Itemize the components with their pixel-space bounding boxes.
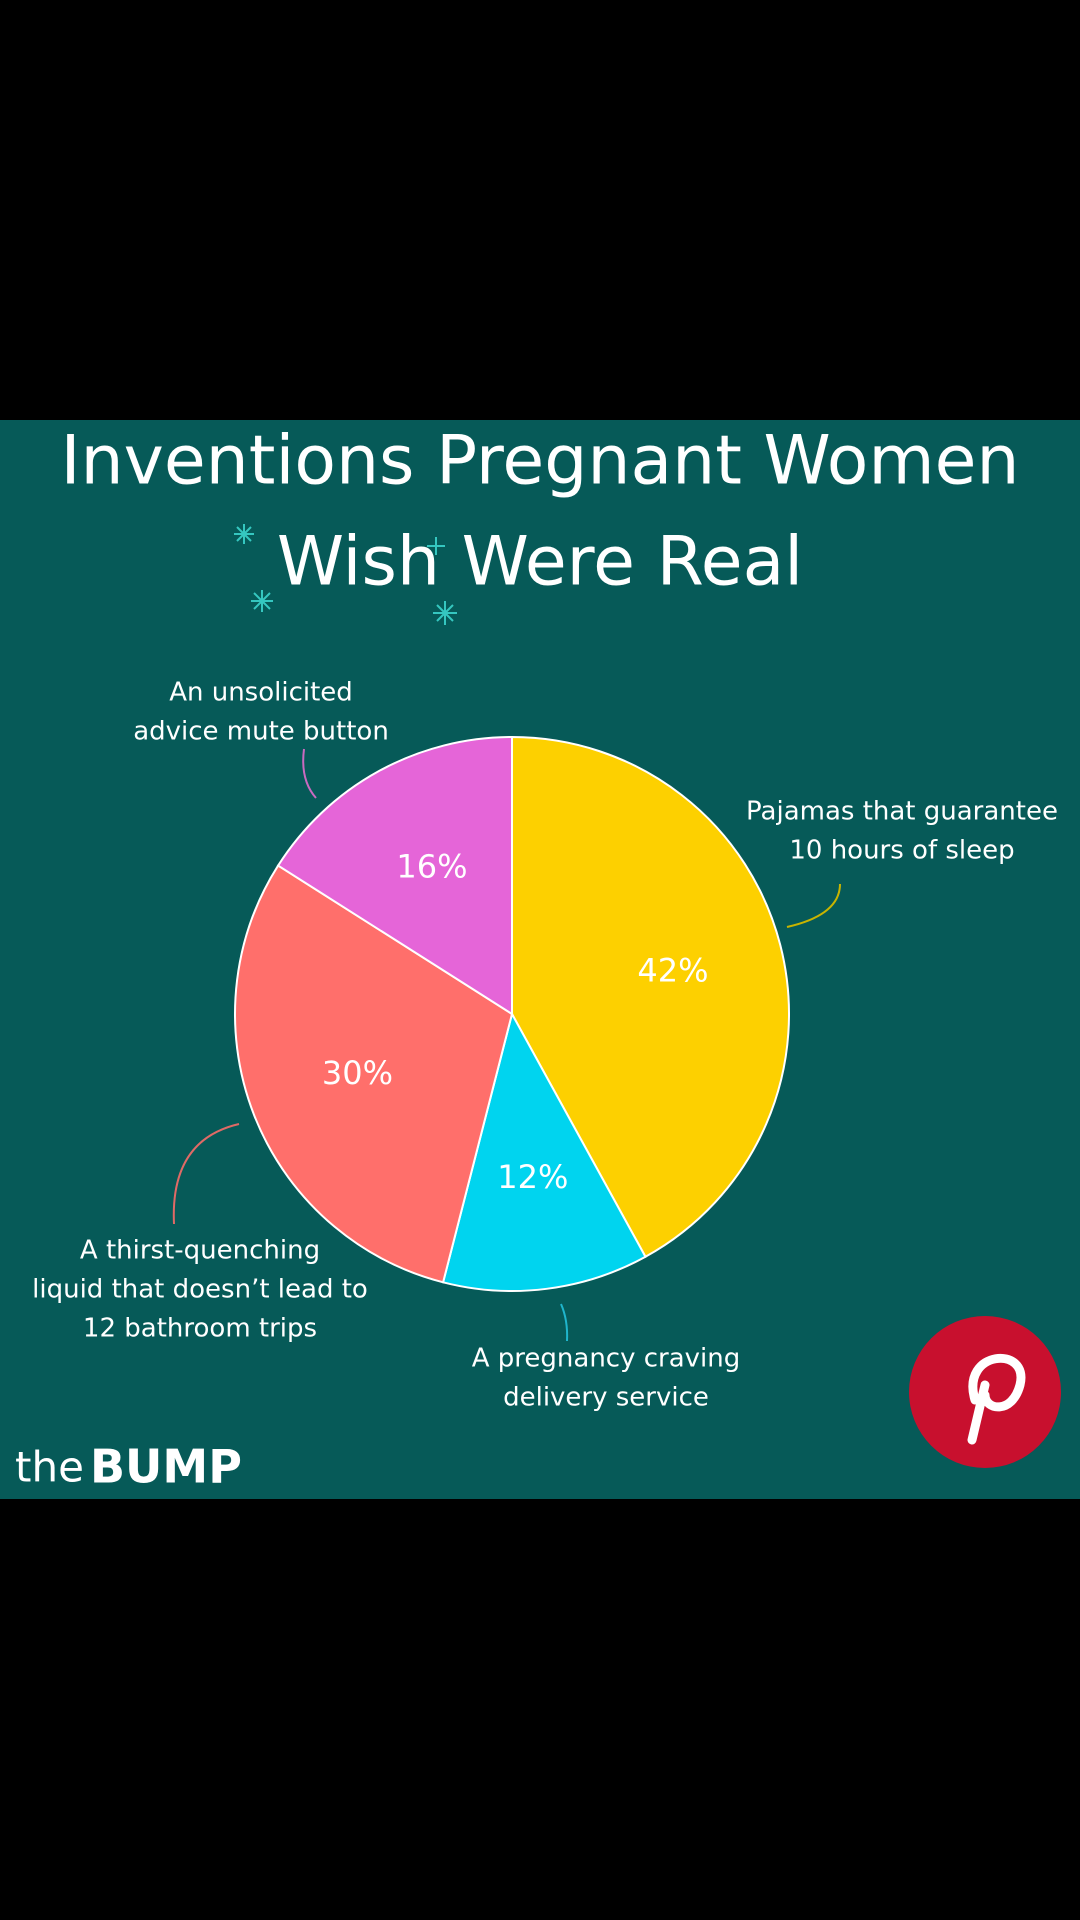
brand-prefix: the [15,1443,84,1492]
pinterest-button[interactable] [909,1316,1061,1468]
category-label: Pajamas that guarantee [746,797,1058,827]
category-label: 10 hours of sleep [789,836,1014,866]
labels: 42% 12% 30% 16% Pajamas that guarantee 10 hou… [32,678,1058,1413]
title-line: Wish Were Real [277,523,803,602]
category-label: advice mute button [133,717,389,747]
pie-slice [234,864,514,1284]
pinterest-icon[interactable] [967,1353,1026,1445]
value-label: 42% [637,952,708,990]
pie [234,735,790,1292]
category-label: A pregnancy craving [472,1344,741,1374]
sparkles [234,524,457,625]
title-line: Inventions Pregnant Women [60,422,1019,501]
leader-lines [172,748,841,1342]
value-label: 30% [322,1054,393,1092]
value-label: 16% [396,847,467,885]
category-label: An unsolicited [169,678,353,708]
pie-slice [276,735,513,1016]
category-label: 12 bathroom trips [83,1314,317,1344]
category-label: delivery service [503,1383,709,1413]
pie-slice [511,735,790,1259]
category-label: A thirst-quenching [80,1236,320,1266]
brand-name: BUMP [90,1440,242,1494]
value-label: 12% [497,1158,568,1196]
pie-slice [441,1011,647,1292]
category-label: liquid that doesn’t lead to [32,1275,368,1305]
